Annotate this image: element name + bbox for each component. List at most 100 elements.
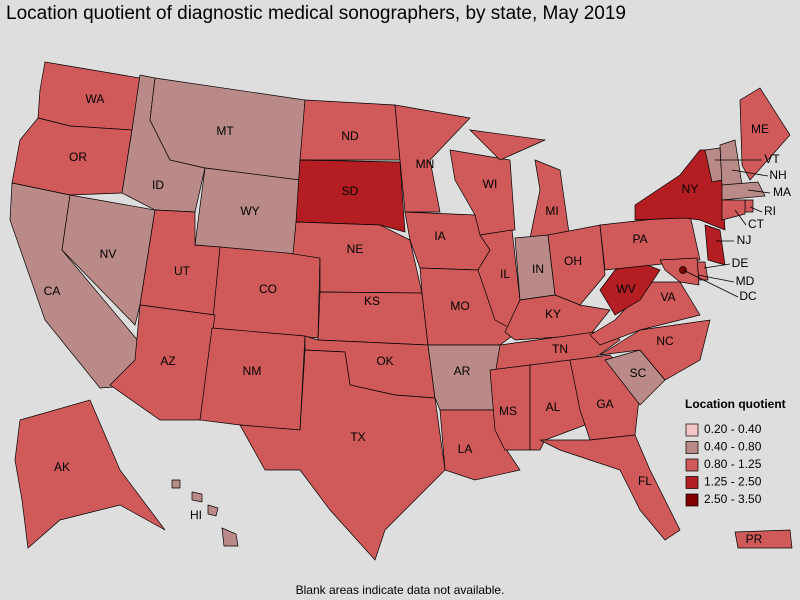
state (599, 259, 661, 316)
legend-label: 0.80 - 1.25 (704, 457, 762, 471)
state (191, 491, 203, 503)
state-label: DC (739, 289, 757, 303)
state (539, 434, 681, 541)
legend-swatch (685, 476, 699, 489)
state-label: KS (364, 294, 380, 308)
state-label: WI (483, 177, 498, 191)
state-label: TX (350, 430, 365, 444)
state (171, 479, 181, 489)
state-label: IA (434, 229, 445, 243)
state-label: NE (347, 242, 364, 256)
state-label: CT (748, 217, 765, 231)
state-label: MO (450, 299, 469, 313)
state-label: WY (240, 204, 259, 218)
state-label: IL (500, 267, 510, 281)
map-title: Location quotient of diagnostic medical … (6, 3, 626, 24)
state-label: NH (769, 168, 786, 182)
state (739, 87, 791, 181)
state-label: ME (751, 122, 769, 136)
legend-swatch (685, 458, 699, 472)
state (239, 349, 446, 561)
state (734, 529, 793, 549)
state (744, 199, 754, 213)
leader-line (731, 169, 769, 177)
legend-title: Location quotient (685, 397, 786, 411)
state-label: MA (773, 185, 791, 199)
state-label: WA (86, 92, 105, 106)
legend-label: 1.25 - 2.50 (704, 475, 762, 489)
leader-line (747, 189, 771, 194)
state-label: AZ (160, 354, 175, 368)
state-label: NV (100, 247, 117, 261)
state-label: IN (532, 262, 544, 276)
state (489, 364, 531, 451)
state-label: MS (499, 404, 517, 418)
state-label: OK (376, 354, 393, 368)
state-label: OR (69, 150, 87, 164)
state-label: HI (190, 508, 202, 522)
state-label: RI (764, 204, 776, 218)
state (61, 194, 156, 326)
state-label: NJ (737, 233, 752, 247)
state-label: NM (243, 364, 262, 378)
state (504, 294, 611, 341)
state-label: FL (638, 474, 652, 488)
state (394, 104, 471, 213)
state-label: KY (545, 307, 561, 321)
state-label: AK (54, 460, 70, 474)
states (9, 61, 793, 561)
state (477, 229, 521, 329)
state-label: PR (746, 532, 763, 546)
state-label: ID (152, 178, 164, 192)
legend-swatch (685, 493, 699, 507)
state (469, 129, 547, 161)
state-label: MI (545, 204, 558, 218)
leader-line (697, 274, 735, 283)
state-label: PA (632, 232, 647, 246)
state (295, 159, 406, 233)
state (721, 181, 766, 201)
state-label: LA (458, 442, 473, 456)
state (199, 327, 306, 431)
state-label: SD (342, 184, 359, 198)
state-label: TN (552, 342, 568, 356)
state (207, 504, 219, 517)
state-label: GA (596, 397, 613, 411)
state-label: WV (616, 282, 635, 296)
state-label: UT (174, 264, 191, 278)
legend: Location quotient 0.20 - 0.40 0.40 - 0.80… (685, 397, 786, 507)
legend-swatch (685, 441, 699, 454)
state (11, 117, 133, 196)
leader-line (682, 269, 739, 298)
state-label: MD (736, 274, 755, 288)
legend-label: 2.50 - 3.50 (704, 492, 762, 506)
state-label: MN (416, 157, 435, 171)
state (109, 304, 216, 421)
state-label: AL (546, 400, 561, 414)
state-label: CO (259, 282, 277, 296)
state (721, 199, 746, 221)
state-label: VA (660, 290, 675, 304)
state-label: DE (732, 256, 749, 270)
note: Blank areas indicate data not available. (296, 583, 505, 597)
labels: WA OR CA NV ID MT WY UT CO AZ NM ND SD NE KS OK TX MN IA MO… (44, 92, 791, 546)
state (221, 527, 239, 547)
state (14, 399, 166, 549)
leader-line (703, 263, 731, 269)
legend-label: 0.20 - 0.40 (704, 422, 762, 436)
leader-line (749, 206, 763, 213)
state-label: VT (764, 152, 780, 166)
state (589, 281, 701, 346)
state-label: AR (454, 364, 471, 378)
state-label: NY (682, 182, 699, 196)
state-label: SC (630, 366, 647, 380)
state (547, 224, 606, 306)
leader-line (734, 209, 747, 226)
legend-swatch (685, 423, 699, 437)
state (634, 149, 726, 231)
state-label: CA (44, 284, 61, 298)
state-label: NC (656, 334, 674, 348)
state-label: OH (564, 254, 582, 268)
legend-label: 0.40 - 0.80 (704, 440, 762, 454)
